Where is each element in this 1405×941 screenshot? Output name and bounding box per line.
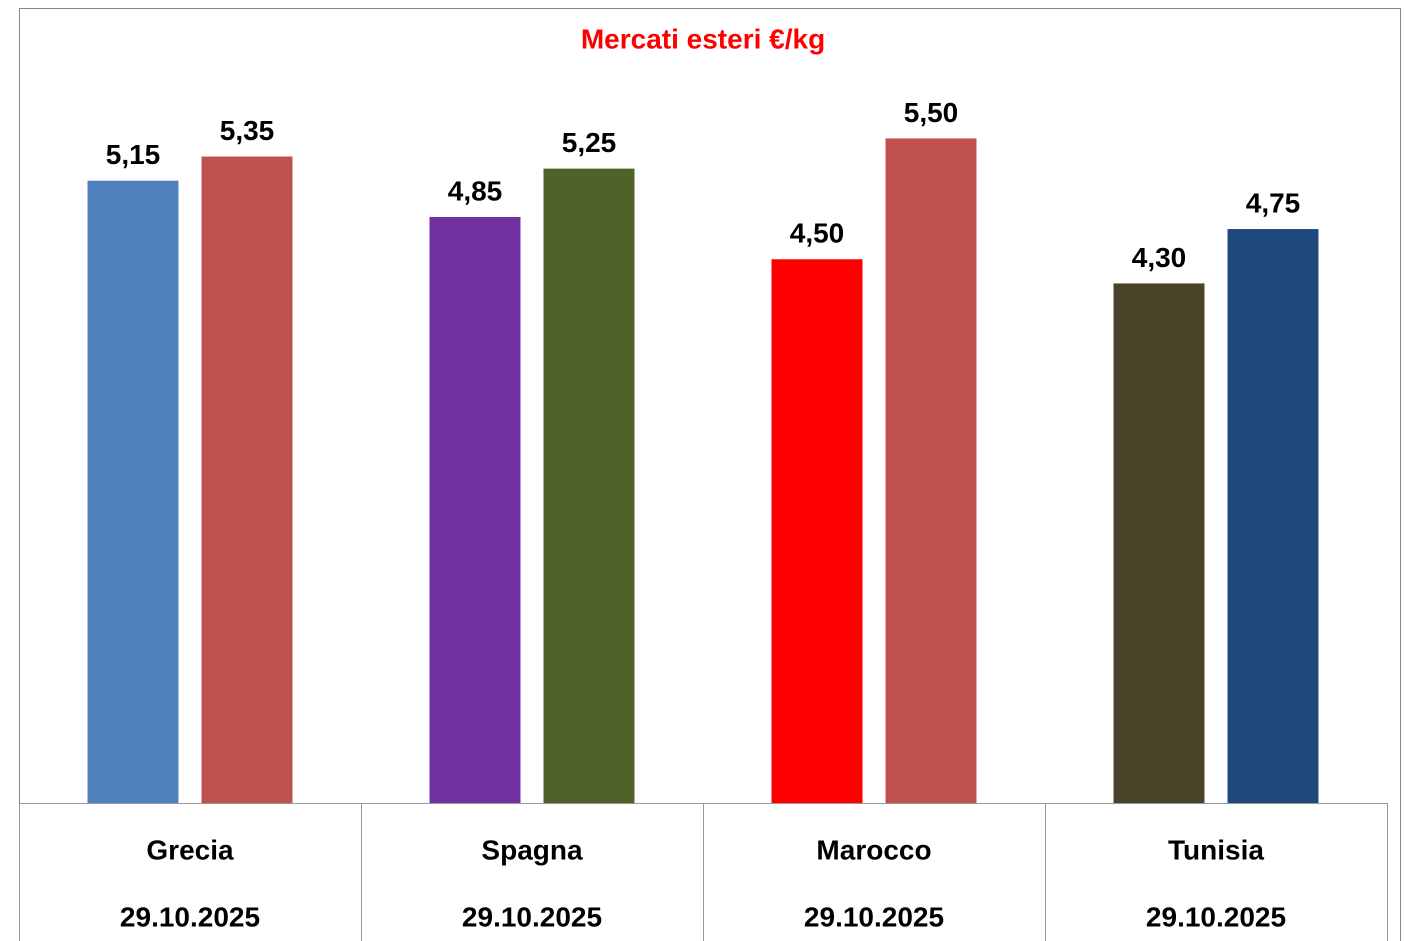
bar xyxy=(1113,283,1205,804)
chart-title: Mercati esteri €/kg xyxy=(581,23,825,54)
x-tick-label: Spagna xyxy=(481,834,583,865)
bar xyxy=(201,156,293,803)
data-label: 5,15 xyxy=(106,139,161,170)
data-label: 4,30 xyxy=(1132,242,1187,273)
bar xyxy=(543,168,635,803)
bar xyxy=(771,259,863,803)
x-tick-label: Tunisia xyxy=(1168,834,1264,865)
bar xyxy=(1227,229,1319,803)
data-label: 5,50 xyxy=(904,97,959,128)
x-tick-date: 29.10.2025 xyxy=(804,901,944,932)
x-tick-date: 29.10.2025 xyxy=(120,901,260,932)
x-tick-date: 29.10.2025 xyxy=(1146,901,1286,932)
data-label: 4,75 xyxy=(1246,187,1301,218)
data-label: 4,50 xyxy=(790,218,845,249)
bar xyxy=(429,216,521,804)
x-tick-label: Marocco xyxy=(816,834,931,865)
x-tick-label: Grecia xyxy=(146,834,234,865)
data-label: 5,25 xyxy=(562,127,617,158)
x-tick-date: 29.10.2025 xyxy=(462,901,602,932)
bar xyxy=(885,138,977,803)
data-label: 5,35 xyxy=(220,115,275,146)
data-label: 4,85 xyxy=(448,175,503,206)
bar xyxy=(87,180,179,804)
